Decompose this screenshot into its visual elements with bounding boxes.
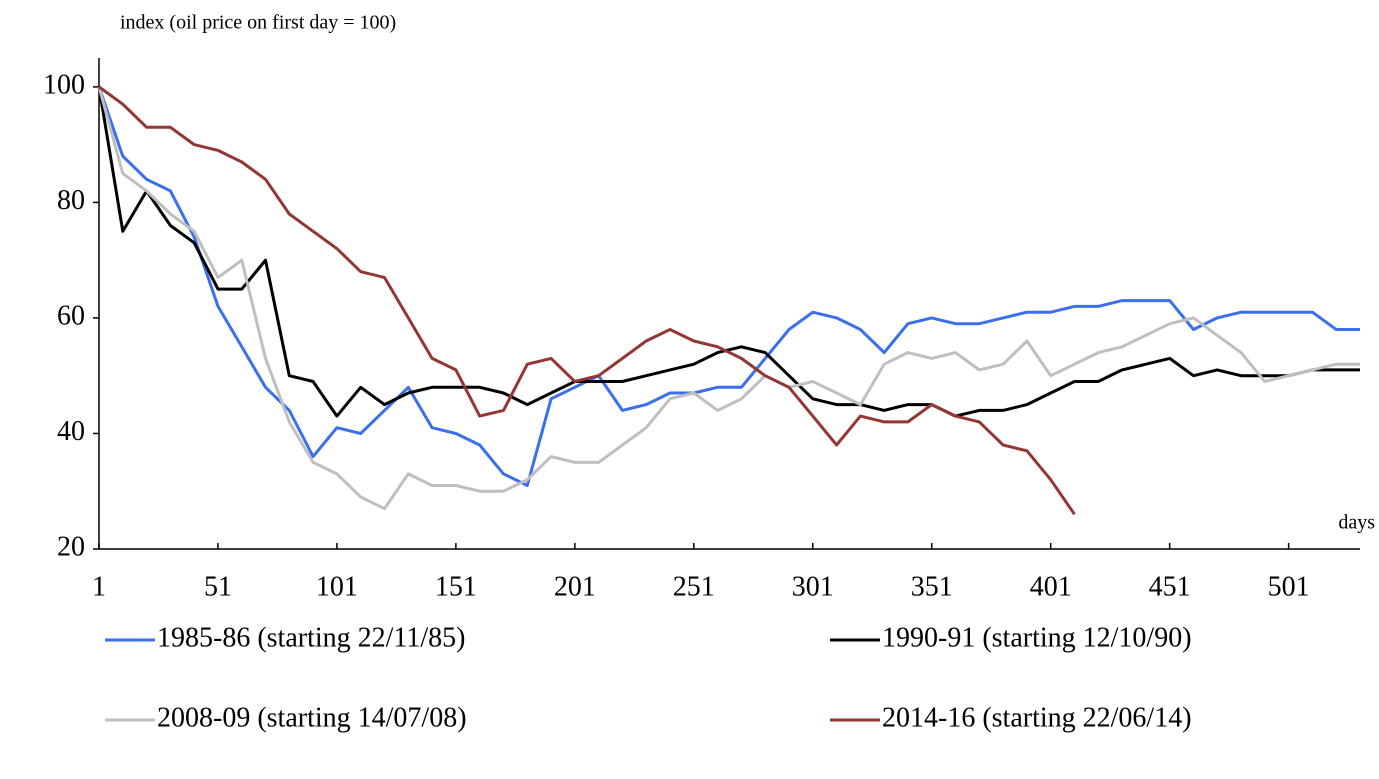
y-tick-label: 100 <box>43 69 85 100</box>
y-tick-label: 20 <box>57 531 85 562</box>
x-tick-label: 101 <box>316 571 358 602</box>
y-tick-label: 40 <box>57 416 85 447</box>
x-tick-label: 351 <box>911 571 953 602</box>
legend-label: 2008-09 (starting 14/07/08) <box>157 702 467 733</box>
legend-label: 1985-86 (starting 22/11/85) <box>157 622 465 653</box>
x-tick-label: 501 <box>1268 571 1310 602</box>
x-tick-label: 201 <box>554 571 596 602</box>
x-tick-label: 451 <box>1149 571 1191 602</box>
x-tick-label: 51 <box>204 571 232 602</box>
x-tick-label: 1 <box>92 571 106 602</box>
series-line <box>98 85 1076 516</box>
x-tick-label: 251 <box>673 571 715 602</box>
series-line <box>97 86 1360 418</box>
y-axis-label: index (oil price on first day = 100) <box>120 12 396 34</box>
series-line <box>97 86 1360 487</box>
series-line <box>97 86 1360 511</box>
x-tick-label: 401 <box>1030 571 1072 602</box>
legend-label: 2014-16 (starting 22/06/14) <box>882 702 1192 733</box>
y-tick-label: 60 <box>57 300 85 331</box>
x-tick-label: 151 <box>435 571 477 602</box>
legend-label: 1990-91 (starting 12/10/90) <box>882 622 1192 653</box>
x-axis-label: days <box>1338 512 1375 534</box>
x-tick-label: 301 <box>792 571 834 602</box>
y-tick-label: 80 <box>57 185 85 216</box>
